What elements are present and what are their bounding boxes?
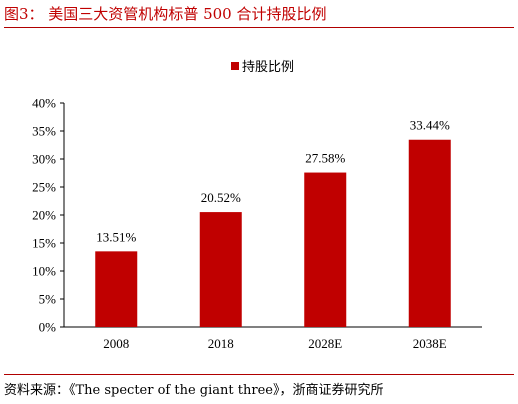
- y-tick-label: 0%: [39, 320, 57, 335]
- source-rule: [4, 374, 514, 375]
- x-tick-label: 2018: [208, 336, 234, 351]
- bar-value-label: 13.51%: [96, 229, 136, 244]
- y-tick-label: 25%: [32, 180, 56, 195]
- title-rule: [4, 27, 514, 28]
- bar: [408, 139, 451, 327]
- y-tick-label: 40%: [32, 96, 56, 111]
- y-tick-label: 5%: [39, 292, 57, 307]
- figure-title: 图3： 美国三大资管机构标普 500 合计持股比例: [4, 5, 327, 23]
- x-tick-label: 2028E: [308, 336, 342, 351]
- y-tick-label: 10%: [32, 264, 56, 279]
- legend-swatch: [231, 62, 239, 70]
- bar-chart: 持股比例 0%5%10%15%20%25%30%35%40% 2008 2018 2…: [32, 59, 482, 351]
- y-axis: 0% 5% 10% 15% 20% 25% 30% 35% 40%: [32, 96, 65, 335]
- y-tick-label: 15%: [32, 236, 56, 251]
- x-tick-label: 2038E: [413, 336, 447, 351]
- x-tick-label: 2008: [103, 336, 129, 351]
- y-tick-label: 20%: [32, 208, 56, 223]
- bar-value-label: 27.58%: [305, 151, 345, 166]
- bar: [95, 251, 138, 327]
- bar-value-label: 20.52%: [201, 190, 241, 205]
- y-tick-label: 35%: [32, 124, 56, 139]
- chart-legend: 持股比例: [231, 59, 294, 74]
- y-tick-label: 30%: [32, 152, 56, 167]
- source-note: 资料来源：《The specter of the giant three》，浙商…: [4, 383, 384, 398]
- bar: [199, 212, 242, 327]
- legend-label: 持股比例: [242, 59, 294, 74]
- bar: [304, 172, 347, 327]
- x-axis: 2008 2018 2028E 2038E: [64, 326, 482, 351]
- bar-value-label: 33.44%: [410, 118, 450, 133]
- bar-series: 13.51% 20.52% 27.58% 33.44%: [95, 118, 451, 327]
